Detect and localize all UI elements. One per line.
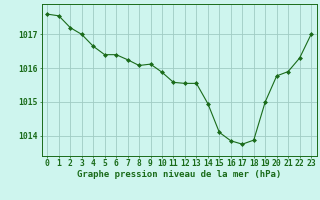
X-axis label: Graphe pression niveau de la mer (hPa): Graphe pression niveau de la mer (hPa) [77,170,281,179]
